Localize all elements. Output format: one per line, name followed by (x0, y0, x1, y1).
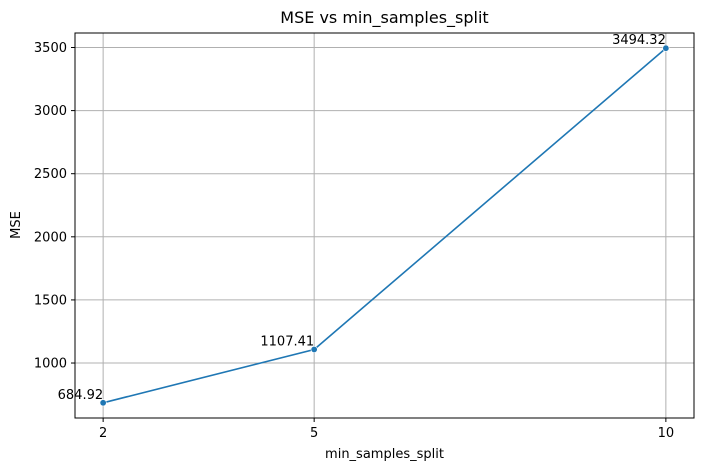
x-tick-label: 10 (658, 426, 675, 441)
y-tick-label: 2500 (34, 167, 67, 182)
data-point (99, 399, 107, 407)
y-tick-label: 2000 (34, 230, 67, 245)
chart-title: MSE vs min_samples_split (280, 8, 488, 28)
data-point (310, 345, 318, 353)
x-axis-label: min_samples_split (325, 447, 444, 462)
data-label: 3494.32 (612, 33, 666, 48)
x-axis-ticks: 2 5 10 (99, 418, 674, 441)
x-tick-label: 5 (310, 426, 318, 441)
y-axis-ticks: 1000 1500 2000 2500 3000 3500 (34, 41, 75, 372)
y-axis-label: MSE (9, 211, 24, 239)
y-tick-label: 3500 (34, 41, 67, 56)
y-tick-label: 1000 (34, 357, 67, 372)
y-tick-label: 3000 (34, 104, 67, 119)
series-points-group (99, 44, 670, 407)
data-labels-group: 684.92 1107.41 3494.32 (58, 33, 666, 403)
plot-area-frame (74, 32, 695, 419)
x-tick-label: 2 (99, 426, 107, 441)
data-label: 1107.41 (260, 334, 314, 349)
data-label: 684.92 (58, 388, 104, 403)
grid-lines (75, 33, 694, 418)
data-point (662, 44, 670, 52)
y-tick-label: 1500 (34, 293, 67, 308)
